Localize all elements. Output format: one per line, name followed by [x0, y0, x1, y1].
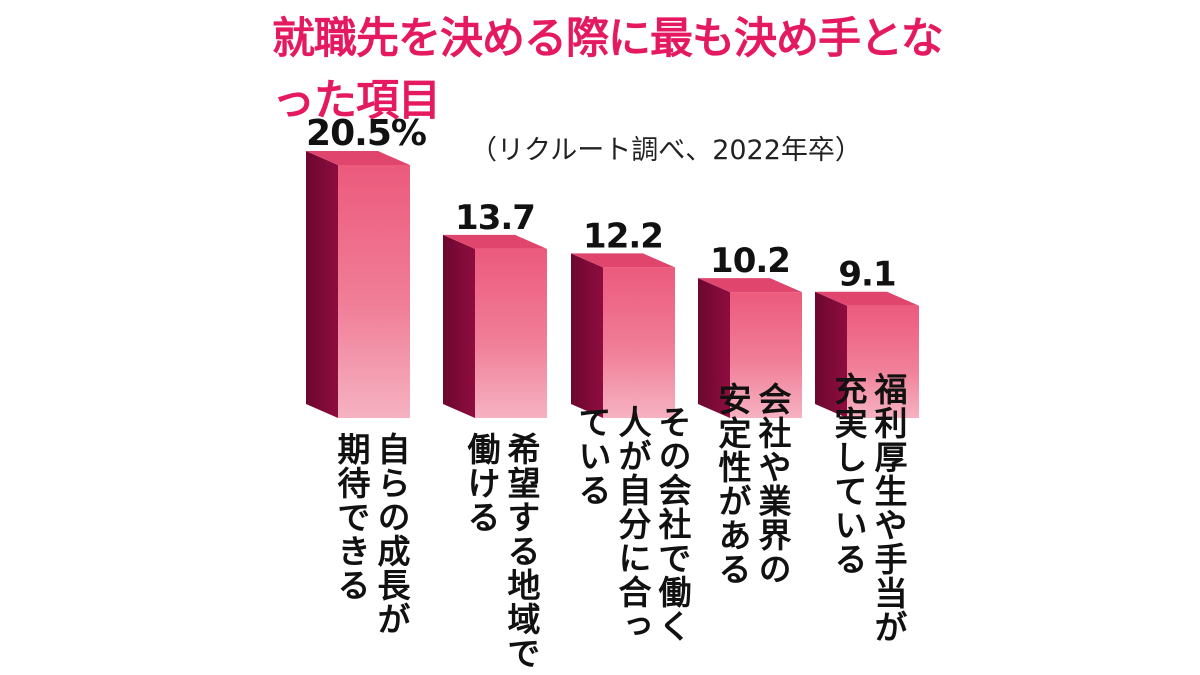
value-label-1: 20.5% — [306, 113, 426, 154]
bar-4 — [730, 292, 802, 418]
value-label-2: 13.7 — [455, 198, 535, 238]
bar-side-5 — [815, 291, 847, 418]
bar-5 — [847, 305, 919, 418]
bar-side-3 — [571, 253, 603, 418]
category-label-3: その会社で働く 人が自分に合っ ている — [573, 405, 692, 643]
category-label-1: 自らの成長が 期待できる — [332, 432, 411, 636]
bar-top-2 — [443, 234, 547, 249]
bar-top-4 — [698, 278, 802, 293]
bar-top-5 — [815, 291, 919, 306]
category-label-4: 会社や業界の 安定性がある — [713, 382, 792, 586]
bar-side-1 — [306, 151, 338, 418]
bar-side-2 — [443, 234, 475, 418]
category-label-2: 希望する地域で 働ける — [462, 432, 541, 670]
value-label-5: 9.1 — [838, 255, 895, 295]
bar-side-4 — [698, 278, 730, 418]
category-label-5: 福利厚生や手当が 充実している — [829, 372, 908, 644]
bar-3 — [603, 267, 675, 418]
bar-2 — [475, 248, 547, 418]
bar-1 — [338, 165, 410, 418]
bar-top-3 — [571, 253, 675, 268]
value-label-3: 12.2 — [583, 216, 663, 256]
chart-subtitle: （リクルート調べ、2022年卒） — [470, 135, 862, 166]
bar-top-1 — [306, 151, 410, 165]
value-label-4: 10.2 — [710, 241, 790, 281]
chart-title: 就職先を決める際に最も決め手となった項目 — [272, 14, 944, 126]
